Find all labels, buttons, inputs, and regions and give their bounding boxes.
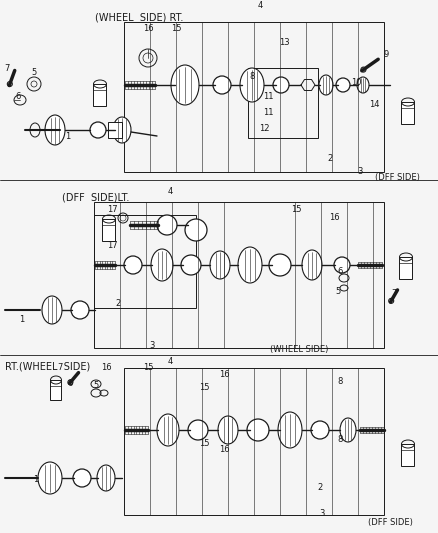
Text: 6: 6 bbox=[336, 268, 342, 277]
Text: 15: 15 bbox=[198, 440, 209, 448]
Ellipse shape bbox=[113, 117, 131, 143]
Text: 7: 7 bbox=[390, 289, 396, 298]
Ellipse shape bbox=[180, 255, 201, 275]
Ellipse shape bbox=[209, 251, 230, 279]
Ellipse shape bbox=[73, 469, 91, 487]
Ellipse shape bbox=[184, 219, 207, 241]
Ellipse shape bbox=[272, 77, 288, 93]
Text: (DFF SIDE): (DFF SIDE) bbox=[374, 173, 419, 182]
Ellipse shape bbox=[356, 77, 368, 93]
Text: 5: 5 bbox=[335, 287, 340, 296]
Ellipse shape bbox=[7, 82, 12, 86]
Ellipse shape bbox=[360, 67, 365, 72]
Text: 15: 15 bbox=[142, 364, 153, 373]
Text: 2: 2 bbox=[327, 154, 332, 163]
Bar bbox=[399, 257, 412, 279]
Ellipse shape bbox=[187, 420, 208, 440]
Text: 6: 6 bbox=[15, 92, 21, 101]
Text: 7: 7 bbox=[4, 63, 10, 72]
Text: 1: 1 bbox=[33, 475, 39, 484]
Text: 5: 5 bbox=[31, 68, 36, 77]
Bar bbox=[93, 84, 106, 106]
Ellipse shape bbox=[124, 256, 141, 274]
Text: 9: 9 bbox=[382, 50, 388, 59]
Ellipse shape bbox=[240, 68, 263, 102]
Ellipse shape bbox=[68, 380, 73, 385]
Ellipse shape bbox=[218, 416, 237, 444]
Ellipse shape bbox=[310, 421, 328, 439]
Bar bbox=[94, 215, 195, 308]
Text: 6: 6 bbox=[67, 379, 73, 389]
Ellipse shape bbox=[157, 215, 177, 235]
Ellipse shape bbox=[301, 250, 321, 280]
Text: 11: 11 bbox=[262, 108, 272, 117]
Text: (DFF  SIDE)LT.: (DFF SIDE)LT. bbox=[62, 192, 129, 202]
Ellipse shape bbox=[151, 249, 173, 281]
Ellipse shape bbox=[318, 75, 332, 95]
Ellipse shape bbox=[171, 65, 198, 105]
Text: 14: 14 bbox=[368, 100, 378, 109]
Ellipse shape bbox=[97, 465, 115, 491]
Bar bbox=[401, 102, 413, 124]
Ellipse shape bbox=[90, 122, 106, 138]
Ellipse shape bbox=[333, 257, 349, 273]
Ellipse shape bbox=[71, 301, 89, 319]
Ellipse shape bbox=[45, 115, 65, 145]
Text: 3: 3 bbox=[357, 167, 362, 176]
Text: 1: 1 bbox=[65, 132, 71, 141]
Text: 7: 7 bbox=[57, 364, 63, 373]
Text: 17: 17 bbox=[106, 206, 117, 214]
Bar bbox=[401, 444, 413, 466]
Text: (DFF SIDE): (DFF SIDE) bbox=[367, 518, 412, 527]
Ellipse shape bbox=[212, 76, 230, 94]
Text: 15: 15 bbox=[170, 23, 181, 33]
Ellipse shape bbox=[339, 418, 355, 442]
Text: 16: 16 bbox=[328, 214, 339, 222]
Text: 8: 8 bbox=[249, 71, 254, 80]
Text: 3: 3 bbox=[149, 342, 154, 351]
Text: 15: 15 bbox=[290, 206, 300, 214]
Text: 4: 4 bbox=[167, 188, 172, 197]
Text: 16: 16 bbox=[142, 23, 153, 33]
Text: 5: 5 bbox=[93, 382, 99, 391]
Text: (WHEEL SIDE): (WHEEL SIDE) bbox=[269, 345, 328, 354]
Text: 8: 8 bbox=[336, 377, 342, 386]
Text: 15: 15 bbox=[198, 384, 209, 392]
Ellipse shape bbox=[335, 78, 349, 92]
Ellipse shape bbox=[38, 462, 62, 494]
Ellipse shape bbox=[388, 298, 393, 303]
Bar bbox=[108, 122, 122, 138]
Ellipse shape bbox=[42, 296, 62, 324]
Text: 17: 17 bbox=[106, 241, 117, 251]
Ellipse shape bbox=[268, 254, 290, 276]
Text: 16: 16 bbox=[218, 446, 229, 455]
Text: 4: 4 bbox=[257, 1, 262, 10]
Ellipse shape bbox=[237, 247, 261, 283]
Text: 4: 4 bbox=[167, 358, 172, 367]
Text: 12: 12 bbox=[258, 124, 268, 133]
Bar bbox=[124, 22, 383, 172]
Ellipse shape bbox=[277, 412, 301, 448]
Text: RT.(WHEEL  SIDE): RT.(WHEEL SIDE) bbox=[5, 362, 90, 372]
Text: (WHEEL  SIDE) RT.: (WHEEL SIDE) RT. bbox=[95, 12, 183, 22]
Text: 16: 16 bbox=[218, 370, 229, 379]
Bar bbox=[94, 202, 383, 348]
Bar bbox=[247, 68, 317, 138]
Ellipse shape bbox=[157, 414, 179, 446]
Text: 16: 16 bbox=[100, 364, 111, 373]
Ellipse shape bbox=[247, 419, 268, 441]
Text: 13: 13 bbox=[278, 37, 289, 46]
Bar bbox=[50, 380, 61, 400]
Bar bbox=[124, 368, 383, 515]
Text: 11: 11 bbox=[262, 92, 272, 101]
Text: 10: 10 bbox=[350, 77, 360, 86]
Text: 2: 2 bbox=[317, 483, 322, 492]
Text: 8: 8 bbox=[336, 435, 342, 445]
Text: 2: 2 bbox=[115, 300, 120, 309]
Text: 3: 3 bbox=[318, 510, 324, 519]
Text: 1: 1 bbox=[19, 316, 25, 325]
Bar bbox=[102, 219, 115, 241]
